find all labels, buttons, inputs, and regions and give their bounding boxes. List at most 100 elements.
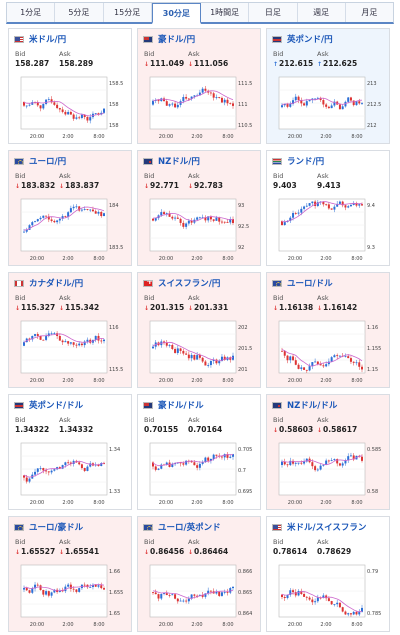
pair-name[interactable]: ユーロ/英ポンド xyxy=(158,523,221,533)
mini-candlestick-chart[interactable]: 9.4 9.3 20:00 2:00 8:00 xyxy=(271,195,387,263)
candle-body xyxy=(171,103,174,105)
rate-card[interactable]: ユーロ/円 Bid Ask ↓183.832 ↓183.837 184 183.5 20:00… xyxy=(8,150,132,266)
pair-name[interactable]: NZドル/ドル xyxy=(287,401,338,411)
rate-card[interactable]: 豪ドル/円 Bid Ask ↓111.049 ↓111.056 111.5 111 110.5… xyxy=(137,28,261,144)
arrow-down-icon: ↓ xyxy=(59,305,65,312)
pair-name[interactable]: 米ドル/スイスフラン xyxy=(287,523,367,533)
pair-name[interactable]: 豪ドル/ドル xyxy=(158,401,204,411)
candle-body xyxy=(229,357,232,360)
candle-body xyxy=(28,104,31,106)
rate-card[interactable]: カナダドル/円 Bid Ask ↓115.327 ↓115.342 116 115.5 20:… xyxy=(8,272,132,388)
x-tick-label: 2:00 xyxy=(62,256,73,262)
pair-name[interactable]: NZドル/円 xyxy=(158,157,200,167)
candle-body xyxy=(72,342,75,345)
candle-body xyxy=(361,456,363,461)
candle-body xyxy=(152,462,154,467)
candle-body xyxy=(28,338,31,340)
tab-4[interactable]: 1時間足 xyxy=(201,3,250,22)
mini-candlestick-chart[interactable]: 116 115.5 20:00 2:00 8:00 xyxy=(13,317,129,385)
rate-card[interactable]: 英ポンド/ドル Bid Ask 1.34322 1.34332 1.34 1.33 20:00… xyxy=(8,394,132,510)
candle-body xyxy=(218,360,221,364)
pair-name[interactable]: ユーロ/円 xyxy=(29,157,67,167)
ask-value: 9.413 xyxy=(317,181,341,190)
candle-body xyxy=(281,221,283,226)
rate-card[interactable]: 豪ドル/ドル Bid Ask 0.70155 0.70164 0.705 0.7 0.695 2… xyxy=(137,394,261,510)
pair-name[interactable]: ユーロ/ドル xyxy=(287,279,333,289)
pair-name[interactable]: 米ドル/円 xyxy=(29,35,67,45)
mini-candlestick-chart[interactable]: 0.79 0.785 20:00 2:00 8:00 xyxy=(271,561,387,629)
rate-card[interactable]: スイスフラン/円BidAsk↓201.315↓201.331202201.520… xyxy=(137,272,261,388)
x-tick-label: 2:00 xyxy=(320,134,331,140)
x-tick-label: 8:00 xyxy=(222,378,233,384)
x-tick-label: 8:00 xyxy=(93,622,104,628)
rate-card[interactable]: ユーロ/豪ドル Bid Ask ↓1.65527 ↓1.65541 1.66 1.655 1.… xyxy=(8,516,132,632)
candle-body xyxy=(308,203,311,206)
mini-candlestick-chart[interactable]: 184 183.5 20:00 2:00 8:00 xyxy=(13,195,129,263)
pair-name[interactable]: スイスフラン/円 xyxy=(158,279,221,289)
mini-candlestick-chart[interactable]: 1.66 1.655 1.65 20:00 2:00 8:00 xyxy=(13,561,129,629)
mini-candlestick-chart[interactable]: 111.5 111 110.5 20:00 2:00 8:00 xyxy=(142,73,258,141)
tab-0[interactable]: 1分足 xyxy=(7,3,56,22)
mini-candlestick-chart[interactable]: 1.34 1.33 20:00 2:00 8:00 xyxy=(13,439,129,507)
mini-candlestick-chart[interactable]: 158.5 158 158 20:00 2:00 8:00 xyxy=(13,73,129,141)
candle-body xyxy=(97,335,100,341)
mini-candlestick-chart[interactable]: 0.705 0.7 0.695 20:00 2:00 8:00 xyxy=(142,439,258,507)
y-tick-label: 110.5 xyxy=(238,123,252,129)
rate-card[interactable]: 米ドル/円 Bid Ask 158.287 158.289 158.5 158 158 20:0… xyxy=(8,28,132,144)
arrow-down-icon: ↓ xyxy=(188,549,194,556)
rate-card[interactable]: NZドル/円 Bid Ask ↓92.771 ↓92.783 93 92.5 92 20:00 2… xyxy=(137,150,261,266)
candle-body xyxy=(344,611,347,615)
mini-candlestick-chart[interactable]: 1.16 1.155 1.15 20:00 2:00 8:00 xyxy=(271,317,387,385)
tab-7[interactable]: 月足 xyxy=(361,8,378,17)
candle-body xyxy=(316,97,319,99)
tab-6[interactable]: 週足 xyxy=(298,3,346,22)
tab-5[interactable]: 日足 xyxy=(249,3,298,22)
x-tick-label: 20:00 xyxy=(288,622,302,628)
rate-card[interactable]: ユーロ/ドル Bid Ask ↓1.16138 ↓1.16142 1.16 1.155 1.1… xyxy=(266,272,390,388)
tab-2[interactable]: 15分足 xyxy=(104,3,152,22)
candle-body xyxy=(333,355,336,358)
candle-body xyxy=(163,98,166,102)
tab-1[interactable]: 5分足 xyxy=(55,3,104,22)
candle-body xyxy=(100,340,103,342)
candle-body xyxy=(72,588,75,590)
mini-candlestick-chart[interactable]: 213 212.5 212 20:00 2:00 8:00 xyxy=(271,73,387,141)
candle-body xyxy=(160,212,163,216)
arrow-down-icon: ↓ xyxy=(188,61,194,68)
mini-candlestick-chart[interactable]: 0.866 0.865 0.864 20:00 2:00 8:00 xyxy=(142,561,258,629)
rate-card[interactable]: NZドル/ドル Bid Ask ↓0.58603 ↓0.58617 0.585 0.58 20… xyxy=(266,394,390,510)
mini-candlestick-chart[interactable]: 93 92.5 92 20:00 2:00 8:00 xyxy=(142,195,258,263)
ask-label: Ask xyxy=(59,538,71,546)
ask-label: Ask xyxy=(317,538,329,546)
bid-value: ↓1.65527 xyxy=(15,547,56,556)
y-tick-label: 1.155 xyxy=(367,346,381,352)
pair-name[interactable]: 英ポンド/ドル xyxy=(29,401,84,411)
pair-name[interactable]: ユーロ/豪ドル xyxy=(29,523,84,533)
card-header: NZドル/ドル xyxy=(272,399,337,411)
rate-card[interactable]: 米ドル/スイスフラン Bid Ask 0.78614 0.78629 0.79 0.785 2… xyxy=(266,516,390,632)
candle-body xyxy=(23,102,25,106)
rate-card[interactable]: ランド/円 Bid Ask 9.403 9.413 9.4 9.3 20:00 2:00 8:00 xyxy=(266,150,390,266)
bid-label: Bid xyxy=(15,50,26,58)
rate-card[interactable]: ユーロ/英ポンド Bid Ask ↓0.86456 ↓0.86464 0.866 0.865… xyxy=(137,516,261,632)
tab-3[interactable]: 30分足 xyxy=(151,3,201,24)
candle-body xyxy=(86,117,89,121)
candle-body xyxy=(34,334,37,336)
pair-name[interactable]: カナダドル/円 xyxy=(29,279,84,289)
candle-body xyxy=(319,465,322,470)
pair-name[interactable]: ランド/円 xyxy=(287,157,325,167)
y-tick-label: 9.3 xyxy=(367,245,375,251)
candle-body xyxy=(218,591,221,596)
candle-body xyxy=(361,366,363,370)
pair-name[interactable]: 英ポンド/円 xyxy=(287,35,333,45)
moving-average-line xyxy=(281,201,363,223)
candle-body xyxy=(45,215,48,217)
mini-candlestick-chart[interactable]: 0.585 0.58 20:00 2:00 8:00 xyxy=(271,439,387,507)
candle-body xyxy=(39,217,42,220)
rate-card[interactable]: 英ポンド/円 Bid Ask ↑212.615 ↑212.625 213 212.5 212 2… xyxy=(266,28,390,144)
card-header: 米ドル/円 xyxy=(14,33,66,45)
y-tick-label: 0.7 xyxy=(238,468,246,474)
candle-body xyxy=(226,454,229,458)
pair-name[interactable]: 豪ドル/円 xyxy=(158,35,196,45)
mini-candlestick-chart[interactable]: 202 201.5 201 20:00 2:00 8:00 xyxy=(142,317,258,385)
